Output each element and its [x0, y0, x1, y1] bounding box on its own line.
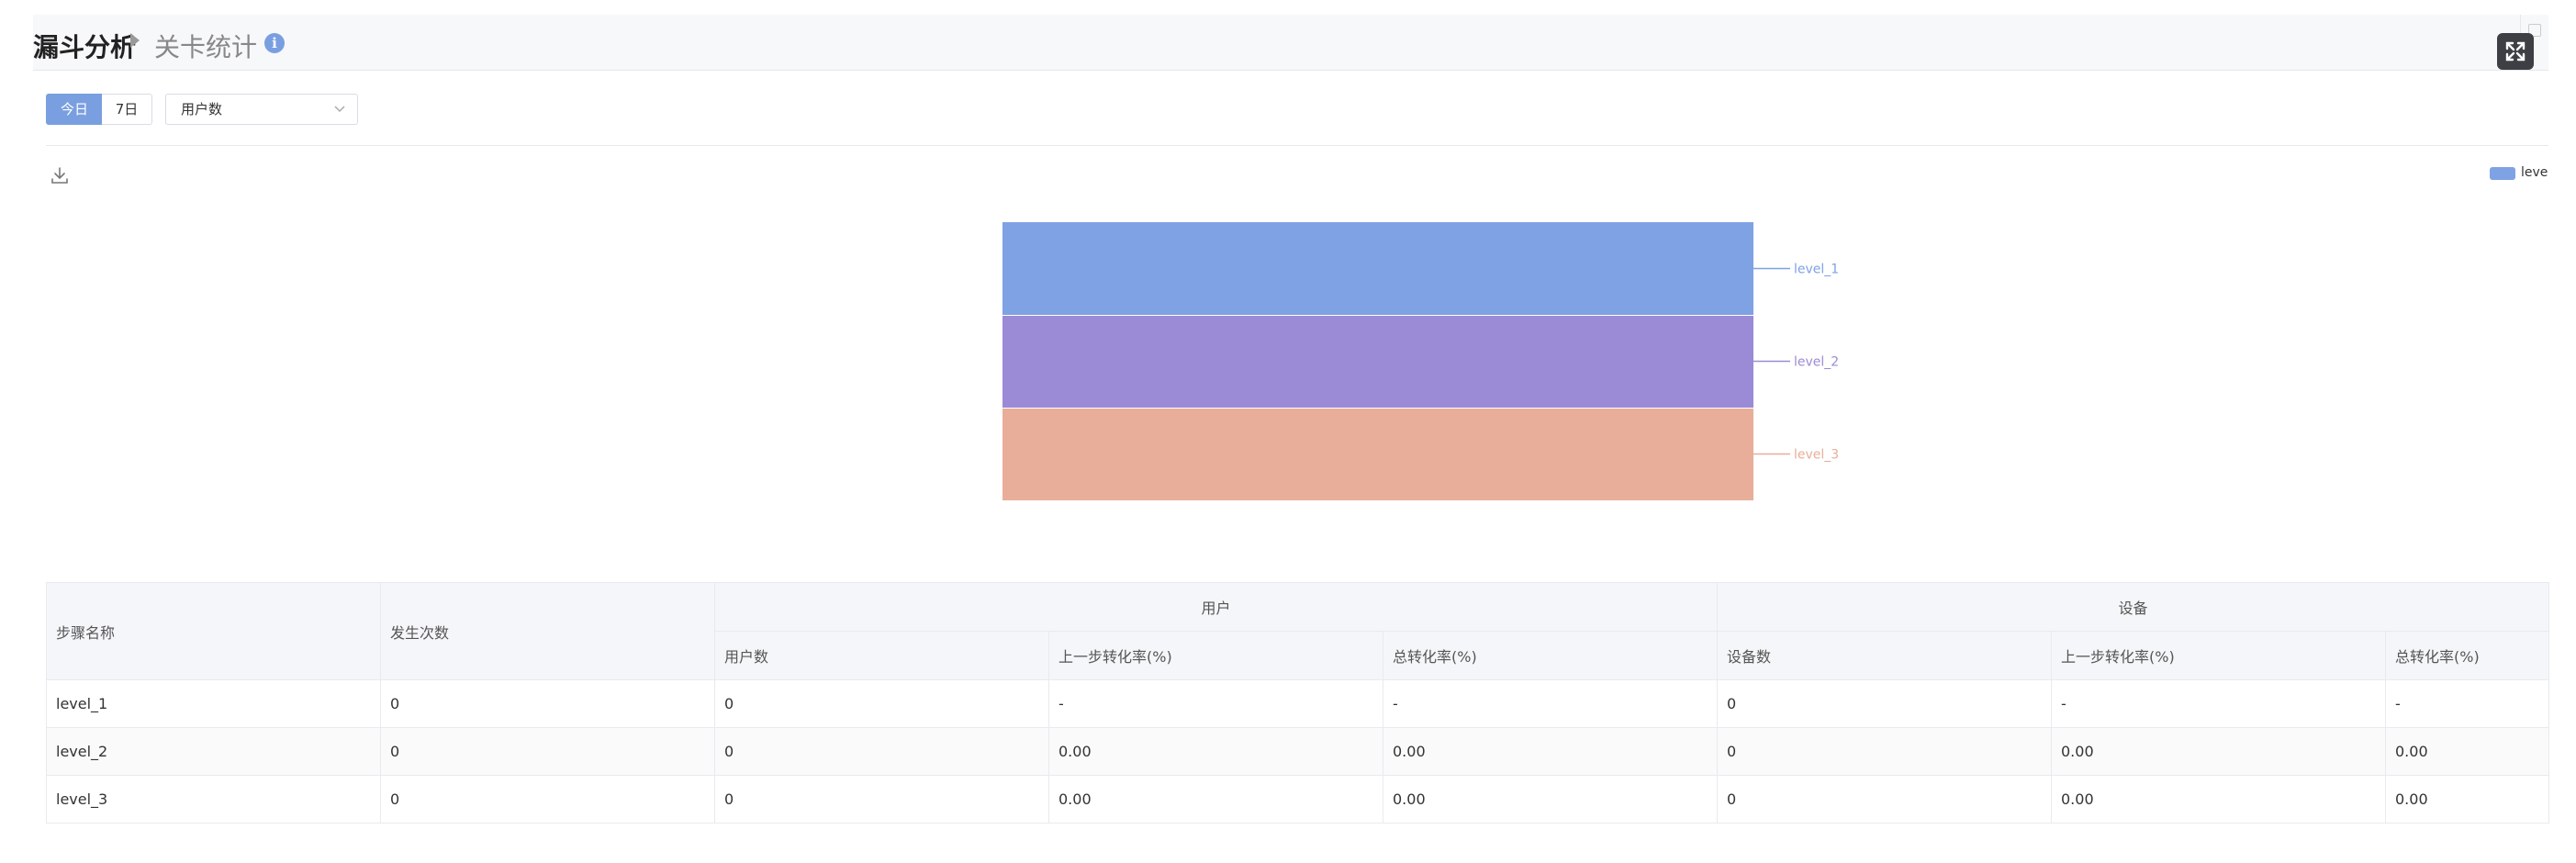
table-cell: level_2: [46, 727, 381, 776]
chevron-down-icon: [334, 106, 345, 113]
section-divider: [46, 145, 2548, 146]
funnel-label-level_3: level_3: [1794, 448, 1839, 463]
table-cell: 0: [714, 727, 1049, 776]
funnel-segment-level_2[interactable]: [1002, 316, 1753, 408]
breadcrumb-current: 关卡统计: [154, 32, 258, 62]
chart-legend[interactable]: level_: [2490, 165, 2548, 180]
col-user-prev-rate: 上一步转化率(%): [1048, 631, 1383, 680]
table-cell: 0.00: [2051, 775, 2386, 824]
expand-icon: [2505, 41, 2526, 62]
funnel-segment-level_1[interactable]: [1002, 222, 1753, 315]
funnel-label-level_2: level_2: [1794, 355, 1839, 370]
table-row: level_2 0 0 0.00 0.00 0 0.00 0.00: [46, 727, 2549, 776]
col-step-name: 步骤名称: [46, 582, 381, 680]
table-cell: 0.00: [1383, 727, 1718, 776]
table-cell: 0: [380, 775, 715, 824]
info-icon[interactable]: i: [264, 33, 285, 53]
table-cell: 0: [380, 679, 715, 728]
page-header: 漏斗分析 关卡统计 i: [33, 15, 2548, 71]
col-device-prev-rate: 上一步转化率(%): [2051, 631, 2386, 680]
table-cell: level_1: [46, 679, 381, 728]
table-cell: 0: [380, 727, 715, 776]
metric-select[interactable]: 用户数: [165, 94, 358, 125]
table-cell: -: [1048, 679, 1383, 728]
table-cell: level_3: [46, 775, 381, 824]
table-cell: 0.00: [2051, 727, 2386, 776]
table-cell: 0: [714, 679, 1049, 728]
col-group-device: 设备: [1717, 582, 2549, 632]
table-cell: 0: [714, 775, 1049, 824]
table-cell: 0.00: [1048, 775, 1383, 824]
table-cell: -: [2051, 679, 2386, 728]
col-user-total-rate: 总转化率(%): [1383, 631, 1718, 680]
breadcrumb-root[interactable]: 漏斗分析: [33, 32, 137, 62]
col-occurrences: 发生次数: [380, 582, 715, 680]
col-user-count: 用户数: [714, 631, 1049, 680]
funnel-segment-level_3[interactable]: [1002, 409, 1753, 500]
table-cell: -: [2385, 679, 2549, 728]
metric-select-value: 用户数: [181, 101, 223, 118]
fullscreen-button[interactable]: [2497, 33, 2534, 70]
col-group-user: 用户: [714, 582, 1718, 632]
col-device-total-rate: 总转化率(%): [2385, 631, 2549, 680]
header-corner-icon[interactable]: [2528, 24, 2541, 37]
range-7day-button[interactable]: 7日: [102, 94, 152, 125]
breadcrumb-separator-icon: [130, 33, 140, 48]
table-cell: -: [1383, 679, 1718, 728]
table-cell: 0: [1717, 775, 2052, 824]
download-icon[interactable]: [50, 165, 70, 185]
table-cell: 0.00: [1048, 727, 1383, 776]
table-row: level_3 0 0 0.00 0.00 0 0.00 0.00: [46, 775, 2549, 824]
table-cell: 0: [1717, 679, 2052, 728]
table-cell: 0.00: [2385, 727, 2549, 776]
table-cell: 0.00: [1383, 775, 1718, 824]
funnel-label-level_1: level_1: [1794, 263, 1839, 277]
col-device-count: 设备数: [1717, 631, 2052, 680]
legend-label: level_: [2521, 165, 2548, 180]
table-row: level_1 0 0 - - 0 - -: [46, 679, 2549, 728]
table-cell: 0.00: [2385, 775, 2549, 824]
funnel-chart: level_1 level_2 level_3: [1002, 222, 1839, 500]
table-cell: 0: [1717, 727, 2052, 776]
range-today-button[interactable]: 今日: [46, 94, 103, 125]
funnel-table: 步骤名称 发生次数 用户 设备 用户数 上一步转化率(%) 总转化率(%) 设备…: [46, 582, 2549, 824]
legend-swatch: [2490, 167, 2515, 180]
